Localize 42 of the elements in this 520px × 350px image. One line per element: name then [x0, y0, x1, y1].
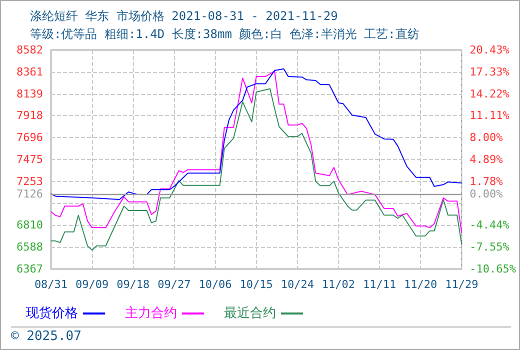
line-series: [50, 68, 462, 200]
y2-tick-label: 0.00%: [470, 187, 504, 200]
chart-title: 涤纶短纤 华东 市场价格 2021-08-31 - 2021-11-29: [30, 9, 338, 23]
y-tick-label: 8361: [16, 65, 43, 78]
y-tick-label: 7475: [16, 152, 43, 166]
x-tick-label: 10/06: [198, 278, 232, 291]
y-tick-label: 7918: [16, 109, 43, 122]
text: © 2025.07: [11, 329, 82, 344]
x-tick-label: 09/18: [116, 278, 150, 291]
y2-tick-label: 8.00%: [470, 131, 504, 144]
x-tick-label: 10/15: [240, 278, 273, 291]
legend-label: 最近合约: [224, 306, 276, 321]
y2-tick-label: 1.78%: [470, 174, 504, 188]
y-tick-label: 8582: [16, 44, 43, 56]
x-tick-label: 11/02: [322, 278, 356, 291]
chart-subtitle: 等级:优等品 粗细:1.4D 长度:38mm 颜色:白 色泽:半消光 工艺:直纺: [30, 27, 420, 41]
y2-tick-label: -7.55%: [470, 240, 510, 254]
y2-tick-label: 4.89%: [470, 153, 504, 166]
y-tick-label: 7253: [16, 174, 43, 188]
y-tick-label: 7126: [16, 187, 43, 200]
y-tick-label: 7696: [16, 131, 43, 144]
y2-tick-label: -10.65%: [470, 262, 516, 276]
y2-tick-label: -4.44%: [470, 218, 510, 232]
x-tick-label: 11/11: [362, 278, 396, 291]
y2-tick-label: 20.43%: [470, 44, 510, 56]
y2-tick-label: 14.22%: [470, 87, 510, 100]
y-tick-label: 6588: [16, 240, 43, 254]
y-tick-label: 6810: [16, 218, 43, 232]
x-tick-label: 10/24: [280, 278, 314, 291]
legend-label: 主力合约: [125, 305, 177, 321]
x-tick-label: 11/29: [445, 278, 478, 291]
line-series: [50, 88, 462, 251]
x-tick-label: 09/27: [158, 278, 191, 291]
y-tick-label: 8139: [16, 87, 43, 100]
line-series: [50, 70, 462, 234]
x-tick-label: 09/09: [76, 278, 109, 291]
y2-tick-label: 17.33%: [470, 65, 510, 78]
legend-label: 现货价格: [26, 306, 78, 321]
x-tick-label: 11/20: [404, 278, 438, 291]
y-tick-label: 6367: [16, 262, 43, 276]
x-tick-label: 08/31: [34, 278, 68, 291]
y2-tick-label: 11.11%: [470, 109, 510, 122]
